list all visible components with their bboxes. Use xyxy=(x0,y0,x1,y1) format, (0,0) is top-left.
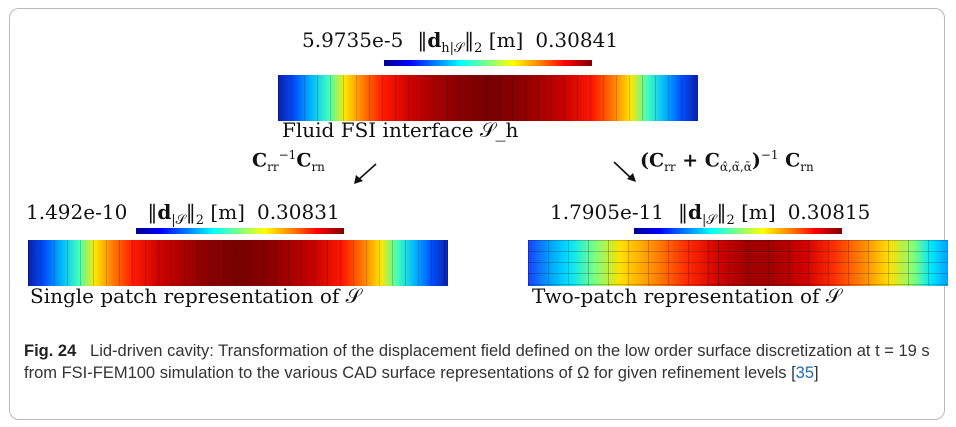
two-patch-mesh xyxy=(528,240,948,286)
two-patch-strip xyxy=(528,240,948,286)
left-colorbar-max: 0.30831 xyxy=(256,200,340,224)
figure-caption: Fig. 24 Lid-driven cavity: Transformatio… xyxy=(24,340,936,384)
single-patch-mesh xyxy=(28,240,448,286)
caption-reference-link[interactable]: 35 xyxy=(795,364,815,382)
two-patch-separator xyxy=(718,240,719,286)
two-patch-field xyxy=(528,240,948,286)
two-patch-label: Two-patch representation of 𝒮 xyxy=(532,284,841,308)
right-colorbar-max: 0.30815 xyxy=(787,200,871,224)
top-colorbar-label: ‖dh|𝒮‖2 [m] xyxy=(417,28,524,56)
caption-text: Lid-driven cavity: Transformation of the… xyxy=(24,342,930,382)
left-operator-label: Crr−1Crn xyxy=(252,148,325,175)
figure-frame xyxy=(9,8,945,420)
single-patch-label-text: Single patch representation of 𝒮 xyxy=(30,284,362,308)
right-operator-label: (Crr + Cα̂,α̃,ᾱ)−1 Crn xyxy=(640,148,814,175)
left-arrow-icon xyxy=(354,163,377,184)
right-colorbar-min: 1.7905e-11 xyxy=(550,200,665,224)
single-patch-strip xyxy=(28,240,448,286)
left-colorbar-label: ‖d|𝒮‖2 [m] xyxy=(147,200,245,228)
top-colorbar-min: 5.9735e-5 xyxy=(302,28,404,52)
two-patch-label-text: Two-patch representation of 𝒮 xyxy=(532,284,842,308)
right-colorbar-header: 1.7905e-11 ‖d|𝒮‖2 [m] 0.30815 xyxy=(550,200,870,228)
top-colorbar-header: 5.9735e-5 ‖dh|𝒮‖2 [m] 0.30841 xyxy=(302,28,618,56)
left-colorbar xyxy=(136,228,344,234)
top-strip-mesh xyxy=(278,75,698,121)
top-colorbar-max: 0.30841 xyxy=(535,28,619,52)
top-strip-label-text: Fluid FSI interface 𝒮_h xyxy=(282,118,519,142)
top-strip-label: Fluid FSI interface 𝒮_h xyxy=(282,118,518,142)
single-patch-field xyxy=(28,240,448,286)
single-patch-label: Single patch representation of 𝒮 xyxy=(30,284,361,308)
caption-label: Fig. 24 xyxy=(24,342,77,360)
left-colorbar-min: 1.492e-10 xyxy=(26,200,128,224)
left-colorbar-header: 1.492e-10 ‖d|𝒮‖2 [m] 0.30831 xyxy=(26,200,340,228)
top-colorbar xyxy=(384,60,592,66)
right-colorbar xyxy=(634,228,842,234)
top-displacement-strip xyxy=(278,75,698,121)
top-strip-field xyxy=(278,75,698,121)
caption-text-end: ] xyxy=(814,364,819,382)
right-colorbar-label: ‖d|𝒮‖2 [m] xyxy=(678,200,776,228)
figure-area: 5.9735e-5 ‖dh|𝒮‖2 [m] 0.30841 Fluid FSI … xyxy=(26,28,948,308)
right-arrow-icon xyxy=(613,161,636,182)
